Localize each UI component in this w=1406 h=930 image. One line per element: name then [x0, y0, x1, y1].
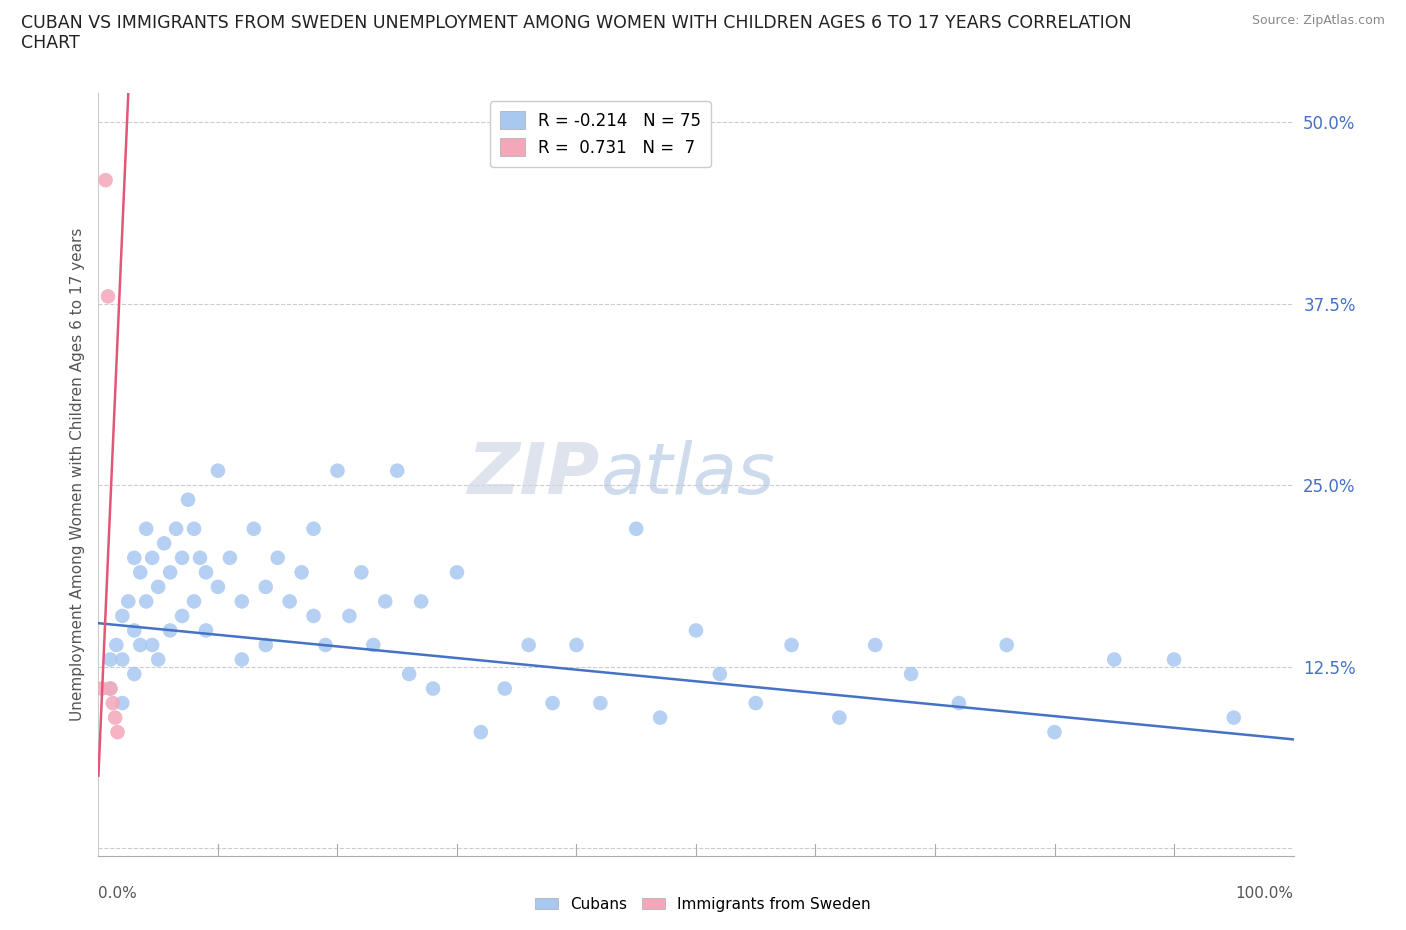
Point	[302, 608, 325, 623]
Point	[111, 652, 134, 667]
Text: 0.0%: 0.0%	[98, 886, 138, 901]
Point	[1104, 652, 1126, 667]
Point	[494, 681, 516, 696]
Text: CHART: CHART	[21, 34, 80, 52]
Point	[470, 724, 492, 739]
Point	[626, 522, 648, 537]
Point	[1043, 724, 1066, 739]
Point	[183, 522, 205, 537]
Point	[148, 652, 170, 667]
Point	[291, 565, 314, 579]
Point	[91, 681, 114, 696]
Point	[589, 696, 612, 711]
Point	[172, 608, 194, 623]
Point	[148, 579, 170, 594]
Point	[107, 724, 129, 739]
Point	[745, 696, 768, 711]
Point	[339, 608, 361, 623]
Point	[948, 696, 970, 711]
Point	[254, 579, 277, 594]
Point	[363, 638, 385, 653]
Point	[165, 522, 187, 537]
Point	[326, 463, 349, 478]
Point	[207, 579, 229, 594]
Point	[117, 594, 139, 609]
Point	[177, 492, 200, 507]
Point	[172, 551, 194, 565]
Legend: Cubans, Immigrants from Sweden: Cubans, Immigrants from Sweden	[529, 891, 877, 918]
Point	[141, 638, 163, 653]
Point	[350, 565, 373, 579]
Text: CUBAN VS IMMIGRANTS FROM SWEDEN UNEMPLOYMENT AMONG WOMEN WITH CHILDREN AGES 6 TO: CUBAN VS IMMIGRANTS FROM SWEDEN UNEMPLOY…	[21, 14, 1132, 32]
Point	[231, 594, 253, 609]
Point	[101, 696, 124, 711]
Point	[900, 667, 922, 682]
Point	[267, 551, 290, 565]
Text: ZIP: ZIP	[468, 440, 600, 509]
Point	[219, 551, 242, 565]
Text: 100.0%: 100.0%	[1236, 886, 1294, 901]
Point	[97, 289, 120, 304]
Point	[183, 594, 205, 609]
Point	[207, 463, 229, 478]
Point	[1223, 711, 1246, 725]
Point	[105, 638, 128, 653]
Point	[124, 623, 146, 638]
Point	[98, 681, 122, 696]
Y-axis label: Unemployment Among Women with Children Ages 6 to 17 years: Unemployment Among Women with Children A…	[69, 228, 84, 721]
Point	[517, 638, 540, 653]
Point	[780, 638, 803, 653]
Point	[124, 667, 146, 682]
Point	[446, 565, 468, 579]
Point	[302, 522, 325, 537]
Point	[98, 652, 122, 667]
Point	[315, 638, 337, 653]
Point	[411, 594, 433, 609]
Point	[141, 551, 163, 565]
Point	[374, 594, 396, 609]
Text: atlas: atlas	[600, 440, 775, 509]
Point	[124, 551, 146, 565]
Point	[129, 638, 152, 653]
Point	[195, 565, 218, 579]
Point	[541, 696, 564, 711]
Point	[135, 522, 157, 537]
Point	[278, 594, 301, 609]
Point	[111, 608, 134, 623]
Point	[685, 623, 707, 638]
Point	[1163, 652, 1185, 667]
Point	[153, 536, 176, 551]
Point	[231, 652, 253, 667]
Point	[195, 623, 218, 638]
Point	[98, 681, 122, 696]
Point	[865, 638, 887, 653]
Legend: R = -0.214   N = 75, R =  0.731   N =  7: R = -0.214 N = 75, R = 0.731 N = 7	[489, 101, 711, 167]
Point	[159, 565, 181, 579]
Point	[94, 173, 117, 188]
Point	[995, 638, 1018, 653]
Point	[243, 522, 266, 537]
Point	[565, 638, 588, 653]
Point	[159, 623, 181, 638]
Point	[188, 551, 211, 565]
Text: Source: ZipAtlas.com: Source: ZipAtlas.com	[1251, 14, 1385, 27]
Point	[385, 463, 409, 478]
Point	[709, 667, 731, 682]
Point	[111, 696, 134, 711]
Point	[135, 594, 157, 609]
Point	[828, 711, 851, 725]
Point	[398, 667, 420, 682]
Point	[422, 681, 444, 696]
Point	[648, 711, 672, 725]
Point	[104, 711, 127, 725]
Point	[129, 565, 152, 579]
Point	[254, 638, 277, 653]
